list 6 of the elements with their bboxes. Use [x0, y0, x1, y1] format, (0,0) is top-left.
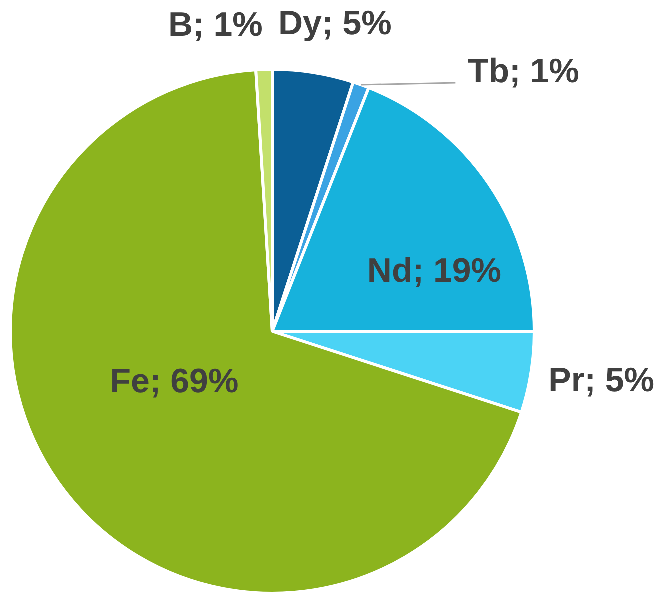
slice-label: Nd; 19% [367, 252, 502, 290]
slice-label: Fe; 69% [110, 362, 239, 400]
slice-label: Dy; 5% [278, 4, 392, 42]
slice-label: Pr; 5% [548, 362, 655, 400]
slice-label: Tb; 1% [468, 52, 580, 90]
slice-label: B; 1% [168, 6, 263, 44]
